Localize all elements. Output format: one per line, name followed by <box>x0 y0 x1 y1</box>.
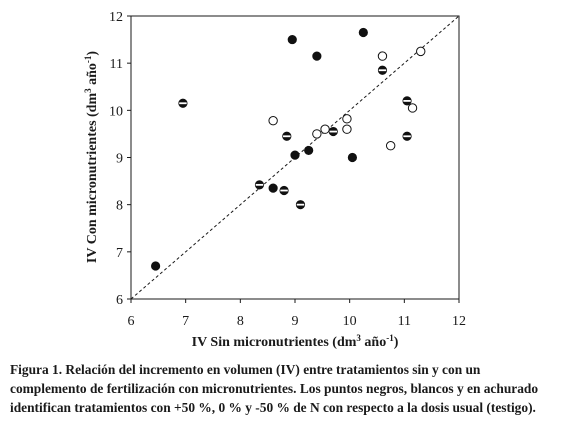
data-point-open <box>342 114 352 124</box>
x-tick-label: 9 <box>292 314 299 329</box>
data-point-hatched <box>254 180 265 190</box>
x-tick-label: 7 <box>182 314 189 329</box>
data-point-open <box>385 141 396 151</box>
data-point-open <box>407 103 418 113</box>
y-tick-label: 7 <box>116 246 123 261</box>
scatter-figure: 6 7 8 9 10 11 12 6 7 8 9 10 11 12 IV Sin micronutrien… <box>83 10 466 350</box>
data-point-open <box>320 124 330 134</box>
data-point-hatched <box>402 131 412 141</box>
data-point-hatched <box>328 126 338 137</box>
y-tick-label: 12 <box>109 10 123 25</box>
x-tick-label: 6 <box>128 314 135 329</box>
x-tick-label: 11 <box>398 314 411 329</box>
data-point-open <box>377 51 388 61</box>
data-point-hatched <box>279 185 289 196</box>
scatter-chart: 6 7 8 9 10 11 12 6 7 8 9 10 11 12 IV Sin micronutrien… <box>83 10 466 350</box>
data-point-filled <box>287 34 297 45</box>
y-axis-title: IV Con micronutrientes (dm3 año-1) <box>83 51 100 264</box>
y-tick-label: 6 <box>116 293 123 308</box>
y-tick-label: 8 <box>116 199 123 214</box>
data-point-hatched <box>295 200 306 210</box>
data-point-hatched <box>178 98 188 108</box>
data-point-hatched <box>402 96 412 106</box>
data-point-filled <box>304 145 314 156</box>
x-tick-label: 10 <box>343 314 357 329</box>
caption-text: Relación del incremento en volumen (IV) … <box>10 362 539 415</box>
y-tick-label: 9 <box>116 152 123 167</box>
data-point-filled <box>312 51 322 61</box>
figure-caption: Figura 1. Relación del incremento en vol… <box>10 360 558 417</box>
data-point-open <box>342 124 352 134</box>
tick-layer: 6 7 8 9 10 11 12 6 7 8 9 10 11 12 <box>109 10 466 329</box>
x-axis-title: IV Sin micronutrientes (dm3 año-1) <box>192 333 399 350</box>
data-point-hatched <box>377 65 388 75</box>
y-tick-label: 11 <box>110 57 123 72</box>
data-point-open <box>312 129 322 139</box>
x-tick-label: 8 <box>237 314 244 329</box>
data-point-hatched <box>282 131 292 141</box>
data-point-filled <box>268 183 278 193</box>
data-point-filled <box>358 27 368 38</box>
data-point-filled <box>151 261 161 271</box>
data-point-open <box>416 46 426 57</box>
data-point-filled <box>290 150 300 160</box>
caption-label: Figura 1. <box>10 362 63 377</box>
point-layer <box>151 27 426 271</box>
x-tick-label: 12 <box>452 314 466 329</box>
y-tick-label: 10 <box>109 104 123 119</box>
data-point-open <box>268 116 278 126</box>
data-point-filled <box>347 152 357 163</box>
